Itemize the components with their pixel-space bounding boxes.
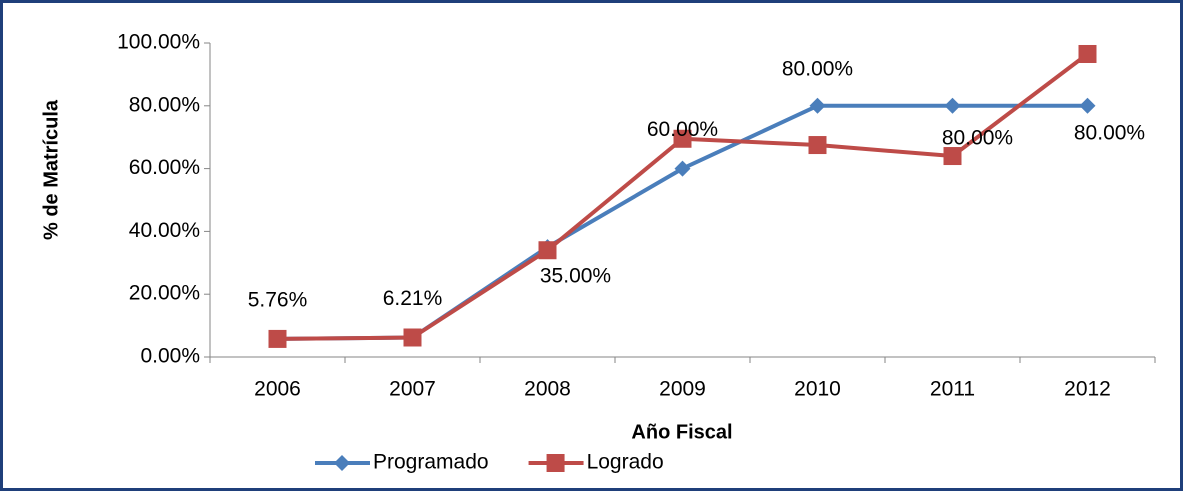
marker [809, 97, 826, 114]
legend-label: Logrado [587, 451, 664, 474]
data-label: 80.00% [1074, 121, 1145, 144]
legend-label: Programado [373, 451, 489, 474]
marker [673, 129, 692, 148]
data-label: 80.00% [942, 126, 1013, 149]
marker [403, 328, 422, 347]
y-tick-label: 20.00% [129, 282, 200, 305]
x-tick-label: 2012 [1064, 378, 1111, 401]
legend-marker [546, 454, 565, 472]
marker [808, 136, 827, 155]
y-tick-label: 100.00% [117, 31, 200, 54]
y-tick-label: 80.00% [129, 93, 200, 116]
x-tick-label: 2010 [794, 378, 841, 401]
data-label: 80.00% [782, 57, 853, 80]
data-label: 5.76% [248, 288, 308, 311]
x-tick-label: 2006 [254, 378, 301, 401]
marker [674, 160, 691, 177]
x-tick-label: 2009 [659, 378, 706, 401]
x-tick-label: 2007 [389, 378, 436, 401]
marker [1078, 44, 1097, 63]
x-tick-label: 2011 [930, 378, 975, 401]
y-tick-label: 0.00% [140, 345, 200, 368]
marker [944, 97, 961, 114]
marker [538, 241, 557, 260]
y-axis-title: % de Matrícula [40, 99, 62, 240]
x-axis-title: Año Fiscal [631, 421, 732, 443]
data-label: 60.00% [647, 118, 718, 141]
legend-marker [334, 455, 350, 471]
marker [943, 147, 962, 166]
data-label: 6.21% [383, 287, 443, 310]
y-tick-label: 60.00% [129, 156, 200, 179]
x-tick-label: 2008 [524, 378, 571, 401]
data-label: 35.00% [540, 265, 611, 288]
marker [268, 329, 287, 348]
marker [1079, 97, 1096, 114]
y-tick-label: 40.00% [129, 219, 200, 242]
